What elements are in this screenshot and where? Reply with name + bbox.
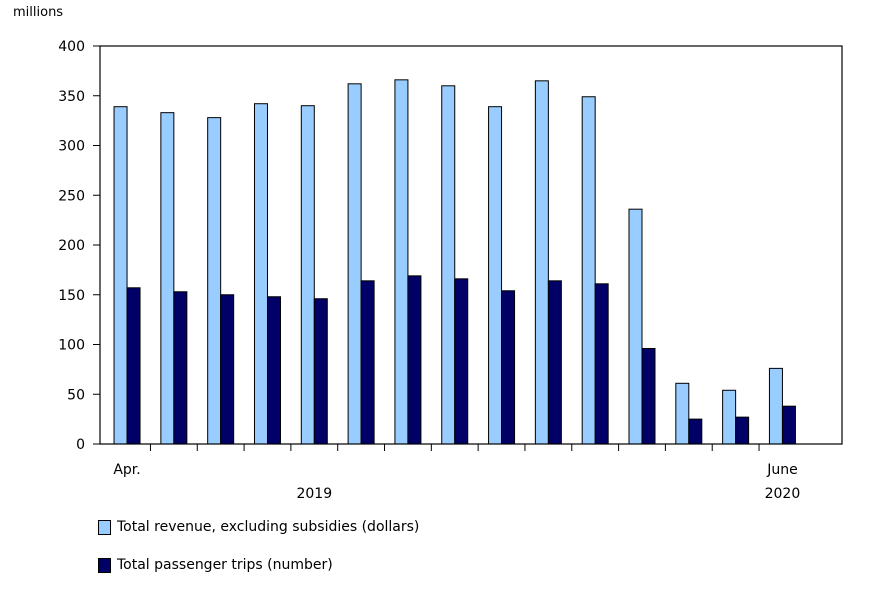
y-tick-label: 400: [58, 39, 85, 55]
y-tick-label: 150: [58, 288, 85, 304]
bar-trips: [220, 294, 235, 445]
bar-revenue: [347, 83, 362, 445]
y-tick-label: 250: [58, 188, 85, 204]
bar-revenue: [675, 382, 690, 445]
legend-swatch-revenue: [98, 519, 111, 535]
bar-revenue: [113, 106, 128, 445]
y-axis: 0 50 100 150 200 250 300 350 400: [58, 39, 100, 453]
bar-trips: [688, 418, 703, 445]
bar-revenue: [300, 105, 315, 445]
bar-trips: [501, 290, 516, 445]
bar-trips: [641, 347, 656, 445]
legend-swatch-trips: [98, 557, 111, 573]
x-tick-label: June: [766, 462, 798, 478]
bar-trips: [781, 405, 796, 445]
bar-revenue: [722, 389, 737, 445]
bar-revenue: [534, 80, 549, 445]
y-tick-label: 50: [67, 387, 85, 403]
bar-revenue: [394, 79, 409, 445]
x-axis: Apr. June 2019 2020: [113, 444, 800, 502]
plot-frame: [99, 45, 843, 445]
legend-label-revenue: Total revenue, excluding subsidies (doll…: [117, 519, 420, 535]
bar-revenue: [441, 85, 456, 445]
bar-revenue: [253, 103, 268, 445]
bar-trips: [313, 298, 328, 445]
y-unit-label: millions: [13, 5, 63, 20]
y-tick-label: 350: [58, 89, 85, 105]
bar-trips: [454, 278, 469, 445]
bar-trips: [547, 280, 562, 445]
bar-trips: [735, 416, 750, 445]
bar-trips: [126, 287, 141, 445]
legend-item-trips: Total passenger trips (number): [98, 557, 333, 573]
y-tick-label: 0: [76, 437, 85, 453]
legend-label-trips: Total passenger trips (number): [117, 557, 333, 573]
legend-item-revenue: Total revenue, excluding subsidies (doll…: [98, 519, 419, 535]
bar-revenue: [488, 106, 503, 445]
bar-trips: [360, 280, 375, 445]
bar-trips: [407, 275, 422, 445]
x-group-label: 2019: [296, 486, 332, 502]
bar-revenue: [207, 117, 222, 445]
bars: [113, 79, 796, 445]
y-tick-label: 100: [58, 338, 85, 354]
y-tick-label: 300: [58, 139, 85, 155]
bar-trips: [594, 283, 609, 445]
bar-revenue: [581, 96, 596, 445]
bar-trips: [266, 296, 281, 445]
y-tick-label: 200: [58, 238, 85, 254]
bar-revenue: [768, 367, 783, 445]
bar-revenue: [160, 112, 175, 445]
bar-revenue: [628, 208, 643, 445]
x-tick-label: Apr.: [113, 462, 140, 478]
bar-trips: [173, 291, 188, 445]
x-group-label: 2020: [765, 486, 801, 502]
